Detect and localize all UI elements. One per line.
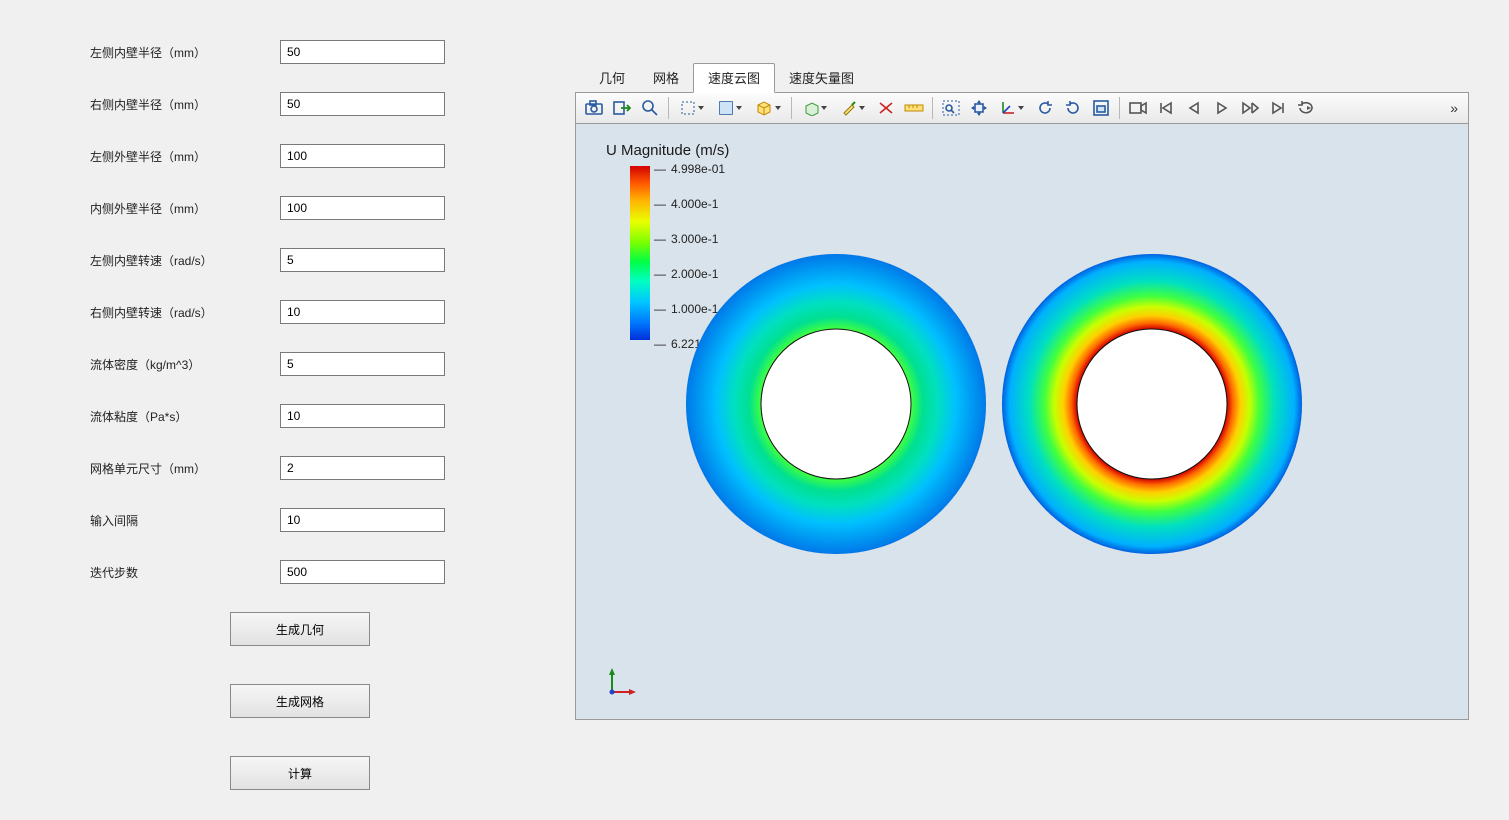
form-row: 左侧内壁转速（rad/s） <box>90 248 525 272</box>
field-label: 左侧外壁半径（mm） <box>90 148 280 165</box>
field-label: 流体密度（kg/m^3） <box>90 356 280 373</box>
legend-tick: 3.000e-1 <box>654 232 718 246</box>
field-input[interactable] <box>280 300 445 324</box>
form-row: 流体粘度（Pa*s） <box>90 404 525 428</box>
ruler-icon[interactable] <box>900 95 928 121</box>
tab-contour[interactable]: 速度云图 <box>693 63 775 93</box>
color-legend: 4.998e-014.000e-13.000e-12.000e-11.000e-… <box>630 166 650 340</box>
form-row: 右侧内壁半径（mm） <box>90 92 525 116</box>
step-back-icon[interactable] <box>1180 95 1208 121</box>
field-label: 左侧内壁半径（mm） <box>90 44 280 61</box>
search-icon[interactable] <box>636 95 664 121</box>
field-input[interactable] <box>280 404 445 428</box>
field-input[interactable] <box>280 144 445 168</box>
field-label: 流体粘度（Pa*s） <box>90 408 280 425</box>
legend-gradient <box>630 166 650 340</box>
select-rect-icon[interactable] <box>673 95 711 121</box>
rotate-cw-icon[interactable] <box>1059 95 1087 121</box>
dropdown-caret-icon <box>1018 106 1024 110</box>
field-label: 内侧外壁半径（mm） <box>90 200 280 217</box>
app-root: 左侧内壁半径（mm） 右侧内壁半径（mm） 左侧外壁半径（mm） 内侧外壁半径（mm）… <box>0 0 1509 820</box>
field-input[interactable] <box>280 560 445 584</box>
field-label: 输入间隔 <box>90 512 280 529</box>
pan-icon[interactable] <box>965 95 993 121</box>
form-row: 网格单元尺寸（mm） <box>90 456 525 480</box>
loop-icon[interactable] <box>1292 95 1320 121</box>
dropdown-caret-icon <box>698 106 704 110</box>
field-input[interactable] <box>280 248 445 272</box>
field-label: 网格单元尺寸（mm） <box>90 460 280 477</box>
field-input[interactable] <box>280 508 445 532</box>
field-input[interactable] <box>280 92 445 116</box>
field-label: 右侧内壁转速（rad/s） <box>90 304 280 321</box>
form-row: 内侧外壁半径（mm） <box>90 196 525 220</box>
dropdown-caret-icon <box>821 106 827 110</box>
toolbar-separator <box>932 97 933 119</box>
toolbar-separator <box>1119 97 1120 119</box>
field-input[interactable] <box>280 352 445 376</box>
select-surface-icon[interactable] <box>711 95 749 121</box>
compute-button[interactable]: 计算 <box>230 756 370 790</box>
skip-start-icon[interactable] <box>1152 95 1180 121</box>
cube-view-icon[interactable] <box>749 95 787 121</box>
toolbar-separator <box>668 97 669 119</box>
parameter-form: 左侧内壁半径（mm） 右侧内壁半径（mm） 左侧外壁半径（mm） 内侧外壁半径（mm）… <box>0 0 565 820</box>
field-label: 左侧内壁转速（rad/s） <box>90 252 280 269</box>
toolbar-separator <box>791 97 792 119</box>
visualization-panel: 几何网格速度云图速度矢量图 » U Magnitude (m/s) 4.998e… <box>565 0 1509 820</box>
form-row: 左侧内壁半径（mm） <box>90 40 525 64</box>
play-first-icon[interactable] <box>1124 95 1152 121</box>
gen-mesh-button[interactable]: 生成网格 <box>230 684 370 718</box>
dropdown-caret-icon <box>775 106 781 110</box>
dropdown-caret-icon <box>736 106 742 110</box>
axis-triad <box>606 668 636 701</box>
field-label: 迭代步数 <box>90 564 280 581</box>
cut-icon[interactable] <box>872 95 900 121</box>
gen-geometry-button[interactable]: 生成几何 <box>230 612 370 646</box>
field-input[interactable] <box>280 40 445 64</box>
render-canvas[interactable]: U Magnitude (m/s) 4.998e-014.000e-13.000… <box>575 124 1469 720</box>
field-input[interactable] <box>280 456 445 480</box>
camera-icon[interactable] <box>580 95 608 121</box>
zoom-box-icon[interactable] <box>937 95 965 121</box>
dropdown-caret-icon <box>859 106 865 110</box>
ring-right <box>1002 254 1302 554</box>
scalar-bar-title: U Magnitude (m/s) <box>606 142 729 159</box>
form-row: 左侧外壁半径（mm） <box>90 144 525 168</box>
brush-icon[interactable] <box>834 95 872 121</box>
form-row: 流体密度（kg/m^3） <box>90 352 525 376</box>
tab-mesh[interactable]: 网格 <box>639 64 693 92</box>
field-label: 右侧内壁半径（mm） <box>90 96 280 113</box>
skip-end-icon[interactable] <box>1264 95 1292 121</box>
legend-tick: 4.000e-1 <box>654 197 718 211</box>
play-icon[interactable] <box>1208 95 1236 121</box>
form-row: 迭代步数 <box>90 560 525 584</box>
export-icon[interactable] <box>608 95 636 121</box>
fit-icon[interactable] <box>1087 95 1115 121</box>
axes-icon[interactable] <box>993 95 1031 121</box>
tab-geometry[interactable]: 几何 <box>585 64 639 92</box>
view-toolbar: » <box>575 92 1469 124</box>
legend-tick: 4.998e-01 <box>654 162 725 176</box>
ring-left <box>686 254 986 554</box>
tab-vector[interactable]: 速度矢量图 <box>775 64 868 92</box>
step-fwd-icon[interactable] <box>1236 95 1264 121</box>
view-tabs: 几何网格速度云图速度矢量图 <box>575 66 1469 92</box>
field-input[interactable] <box>280 196 445 220</box>
form-row: 输入间隔 <box>90 508 525 532</box>
pick-icon[interactable] <box>796 95 834 121</box>
toolbar-overflow[interactable]: » <box>1444 100 1464 116</box>
rotate-ccw-icon[interactable] <box>1031 95 1059 121</box>
form-row: 右侧内壁转速（rad/s） <box>90 300 525 324</box>
